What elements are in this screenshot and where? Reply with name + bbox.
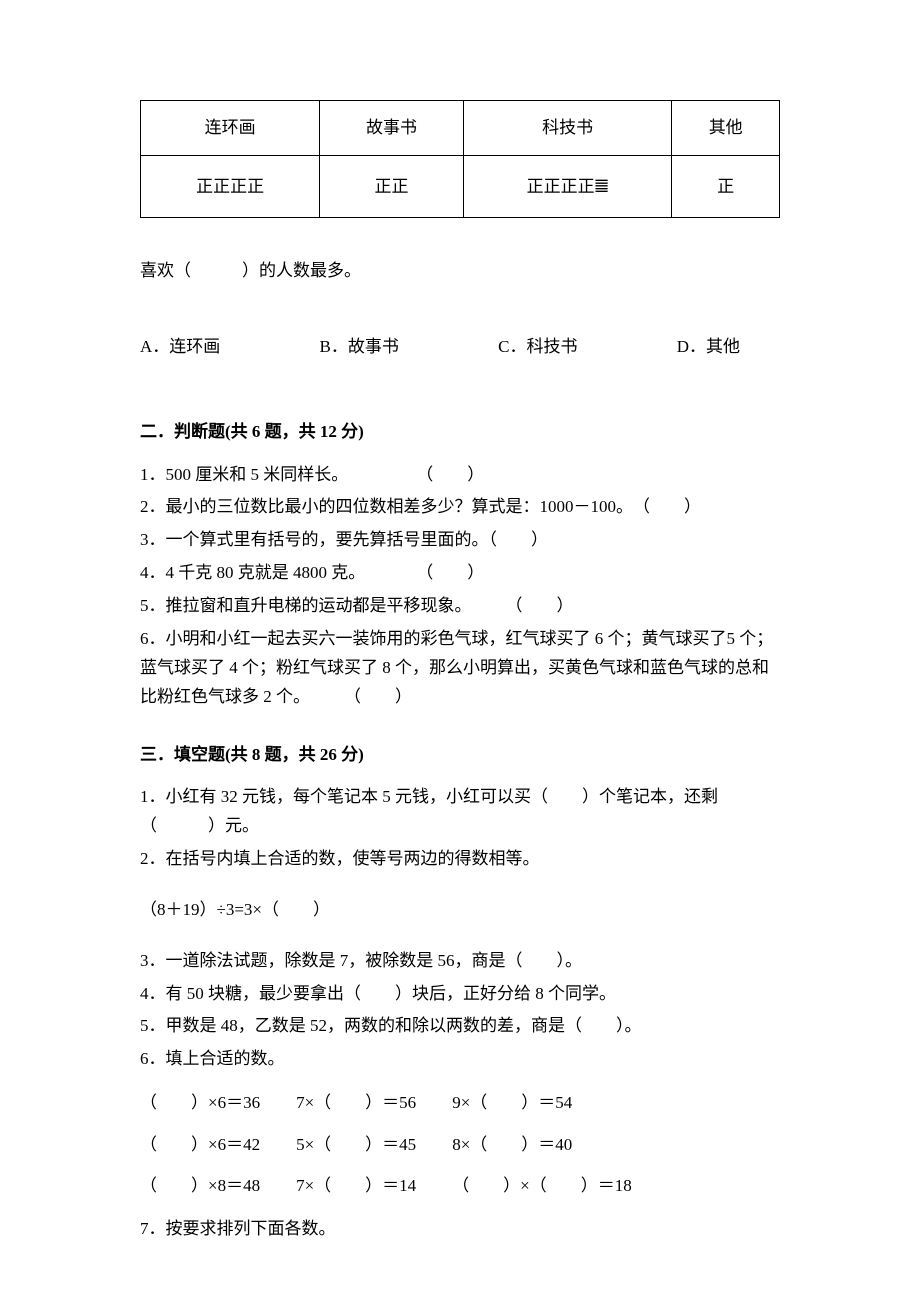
eq-row-3: （ ）×8＝48 7×（ ）＝14 （ ）×（ ）＝18	[140, 1173, 780, 1199]
th-tech: 科技书	[463, 101, 672, 156]
th-comic: 连环画	[141, 101, 320, 156]
tally-tech: 正正正正𝍤	[463, 155, 672, 218]
options-row: A．连环画 B．故事书 C．科技书 D．其他	[140, 334, 780, 360]
s2-item-5: 5．推拉窗和直升电梯的运动都是平移现象。 （ ）	[140, 592, 780, 621]
option-c: C．科技书	[498, 334, 577, 360]
s3-q5: 5．甲数是 48，乙数是 52，两数的和除以两数的差，商是（ ）。	[140, 1012, 780, 1041]
th-other: 其他	[672, 101, 780, 156]
eq-1-3: 9×（ ）＝54	[452, 1090, 572, 1116]
s3-q3: 3．一道除法试题，除数是 7，被除数是 56，商是（ ）。	[140, 947, 780, 976]
th-story: 故事书	[320, 101, 463, 156]
tally-table: 连环画 故事书 科技书 其他 正正正正 正正 正正正正𝍤 正	[140, 100, 780, 218]
s3-q7: 7．按要求排列下面各数。	[140, 1215, 780, 1244]
eq-3-2: 7×（ ）＝14	[296, 1173, 416, 1199]
s2-item-6: 6．小明和小红一起去买六一装饰用的彩色气球，红气球买了 6 个；黄气球买了5 个…	[140, 625, 780, 712]
eq-3-3: （ ）×（ ）＝18	[452, 1173, 632, 1199]
tally-other: 正	[672, 155, 780, 218]
s3-q1: 1．小红有 32 元钱，每个笔记本 5 元钱，小红可以买（ ）个笔记本，还剩（ …	[140, 783, 780, 841]
s2-item-3: 3．一个算式里有括号的，要先算括号里面的。（ ）	[140, 526, 780, 555]
s2-item-2: 2．最小的三位数比最小的四位数相差多少？算式是：1000－100。 （ ）	[140, 493, 780, 522]
eq-2-3: 8×（ ）＝40	[452, 1132, 572, 1158]
s3-q2a: 2．在括号内填上合适的数，使等号两边的得数相等。	[140, 845, 780, 874]
eq-1-1: （ ）×6＝36	[140, 1090, 260, 1116]
eq-3-1: （ ）×8＝48	[140, 1173, 260, 1199]
eq-row-2: （ ）×6＝42 5×（ ）＝45 8×（ ）＝40	[140, 1132, 780, 1158]
table-question-prompt: 喜欢（ ）的人数最多。	[140, 258, 780, 284]
s3-q2b: （8＋19）÷3=3×（ ）	[140, 896, 780, 925]
s3-q4: 4．有 50 块糖，最少要拿出（ ）块后，正好分给 8 个同学。	[140, 980, 780, 1009]
eq-2-1: （ ）×6＝42	[140, 1132, 260, 1158]
eq-1-2: 7×（ ）＝56	[296, 1090, 416, 1116]
eq-2-2: 5×（ ）＝45	[296, 1132, 416, 1158]
option-a: A．连环画	[140, 334, 220, 360]
s3-q6-title: 6．填上合适的数。	[140, 1045, 780, 1074]
option-b: B．故事书	[320, 334, 399, 360]
s2-item-1: 1．500 厘米和 5 米同样长。 （ ）	[140, 461, 780, 490]
eq-row-1: （ ）×6＝36 7×（ ）＝56 9×（ ）＝54	[140, 1090, 780, 1116]
section3-title: 三．填空题(共 8 题，共 26 分)	[140, 742, 780, 768]
section2-title: 二．判断题(共 6 题，共 12 分)	[140, 419, 780, 445]
s2-item-4: 4．4 千克 80 克就是 4800 克。 （ ）	[140, 559, 780, 588]
tally-comic: 正正正正	[141, 155, 320, 218]
table-tally-row: 正正正正 正正 正正正正𝍤 正	[141, 155, 780, 218]
tally-story: 正正	[320, 155, 463, 218]
table-header-row: 连环画 故事书 科技书 其他	[141, 101, 780, 156]
option-d: D．其他	[677, 334, 740, 360]
